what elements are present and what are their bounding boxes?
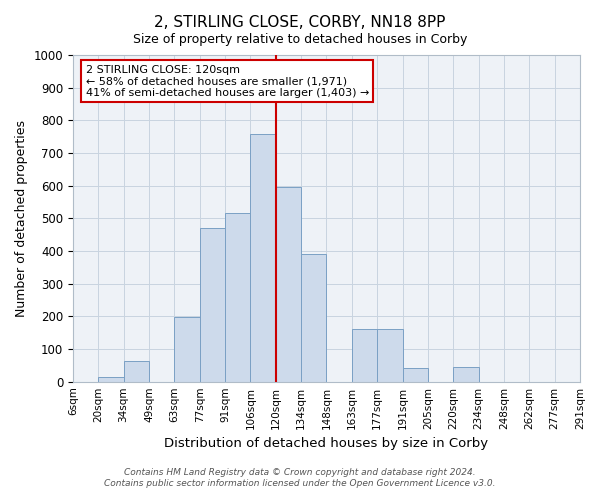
Bar (301, 254, 326, 382)
Bar (403, 368, 428, 382)
Bar (200, 228, 225, 382)
Text: Contains HM Land Registry data © Crown copyright and database right 2024.
Contai: Contains HM Land Registry data © Crown c… (104, 468, 496, 487)
Text: 2 STIRLING CLOSE: 120sqm
← 58% of detached houses are smaller (1,971)
41% of sem: 2 STIRLING CLOSE: 120sqm ← 58% of detach… (86, 65, 369, 98)
X-axis label: Distribution of detached houses by size in Corby: Distribution of detached houses by size … (164, 437, 488, 450)
Bar (225, 213, 250, 382)
Text: 2, STIRLING CLOSE, CORBY, NN18 8PP: 2, STIRLING CLOSE, CORBY, NN18 8PP (154, 15, 446, 30)
Bar (377, 330, 403, 382)
Text: Size of property relative to detached houses in Corby: Size of property relative to detached ho… (133, 32, 467, 46)
Bar (250, 134, 276, 382)
Bar (352, 330, 377, 382)
Bar (124, 361, 149, 382)
Bar (98, 377, 124, 382)
Bar (175, 318, 200, 382)
Y-axis label: Number of detached properties: Number of detached properties (15, 120, 28, 317)
Bar (276, 186, 301, 382)
Bar (453, 367, 479, 382)
